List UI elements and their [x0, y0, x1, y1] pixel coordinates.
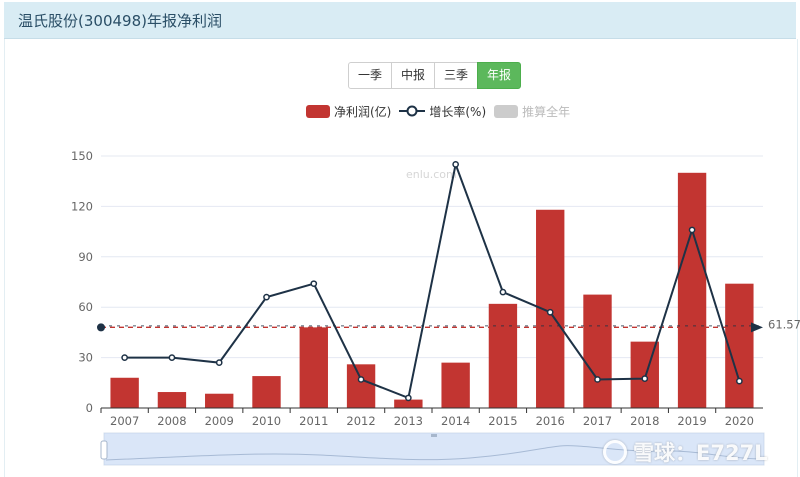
y-tick-label: 150 — [71, 149, 93, 163]
bar — [583, 294, 612, 408]
tab-half-year[interactable]: 中报 — [391, 62, 436, 89]
corner-watermark: 雪球：E727L — [603, 437, 768, 467]
period-tabs: 一季 中报 三季 年报 — [348, 62, 522, 89]
growth-point — [736, 377, 743, 385]
x-tick-label: 2010 — [252, 414, 281, 428]
x-tick-label: 2013 — [394, 414, 423, 428]
y-tick-label: 60 — [78, 300, 93, 314]
x-tick-label: 2016 — [536, 414, 565, 428]
growth-line — [124, 160, 741, 400]
corner-watermark-text: 雪球：E727L — [633, 441, 768, 465]
growth-point — [688, 226, 696, 234]
growth-point — [546, 308, 554, 316]
average-line-start-marker — [97, 323, 105, 332]
bar — [157, 392, 187, 408]
page-title: 温氏股份(300498)年报净利润 — [18, 12, 222, 30]
average-line-label: 61.57 — [768, 317, 800, 331]
bar — [252, 376, 281, 408]
legend-item-growth-rate[interactable]: 增长率(%) — [399, 103, 486, 120]
bar — [630, 341, 659, 408]
x-tick-label: 2017 — [583, 414, 612, 428]
growth-point — [357, 376, 365, 383]
chart-watermark: enlu.com — [406, 168, 457, 181]
legend-item-estimated[interactable]: 推算全年 — [494, 103, 570, 120]
panel-header: 温氏股份(300498)年报净利润 — [4, 2, 796, 39]
x-tick-label: 2020 — [725, 414, 754, 428]
x-tick-label: 2018 — [630, 414, 659, 428]
average-line-arrow — [751, 322, 763, 333]
legend-bar-swatch — [306, 104, 330, 118]
y-tick-label: 0 — [86, 401, 93, 415]
bar — [394, 399, 423, 408]
legend-label: 推算全年 — [522, 104, 571, 119]
growth-point — [263, 293, 270, 301]
x-tick-label: 2015 — [488, 414, 517, 428]
growth-point — [499, 288, 507, 296]
legend-label: 增长率(%) — [429, 104, 487, 119]
legend-bar-swatch — [494, 104, 519, 118]
growth-point — [121, 354, 128, 361]
zoom-slider-selection — [104, 433, 764, 465]
growth-point — [310, 280, 318, 288]
x-tick-label: 2011 — [299, 414, 328, 428]
bar — [441, 362, 470, 408]
tab-q1[interactable]: 一季 — [348, 62, 393, 89]
bar — [677, 172, 707, 408]
growth-point — [168, 354, 176, 361]
x-tick-label: 2007 — [110, 414, 139, 428]
bar — [346, 364, 376, 408]
x-tick-label: 2008 — [157, 414, 186, 428]
y-tick-label: 30 — [78, 351, 93, 365]
tab-q3[interactable]: 三季 — [434, 62, 479, 89]
legend-line-swatch — [399, 105, 426, 117]
x-tick-label: 2012 — [346, 414, 375, 428]
panel-body — [4, 39, 798, 477]
growth-point — [641, 375, 649, 382]
bar — [205, 393, 234, 408]
zoom-slider-preview — [105, 445, 761, 461]
snowball-logo-icon — [603, 440, 627, 464]
legend-item-net-profit[interactable]: 净利润(亿) — [306, 103, 391, 120]
bar — [110, 377, 139, 408]
y-tick-label: 90 — [78, 250, 93, 264]
bar — [488, 303, 518, 408]
bar — [299, 327, 328, 408]
growth-point — [594, 376, 601, 383]
legend-label: 净利润(亿) — [334, 104, 392, 119]
x-tick-label: 2014 — [441, 414, 470, 428]
tab-annual[interactable]: 年报 — [477, 62, 522, 89]
growth-point — [452, 161, 459, 168]
chart-legend: 净利润(亿) 增长率(%) 推算全年 — [306, 102, 578, 120]
growth-point — [405, 394, 412, 402]
zoom-slider-top-grip — [431, 434, 437, 437]
zoom-slider-left-handle — [100, 440, 108, 460]
bar — [725, 283, 754, 408]
growth-point — [215, 359, 223, 366]
x-tick-label: 2019 — [677, 414, 706, 428]
y-tick-label: 120 — [71, 199, 93, 213]
x-tick-label: 2009 — [205, 414, 234, 428]
